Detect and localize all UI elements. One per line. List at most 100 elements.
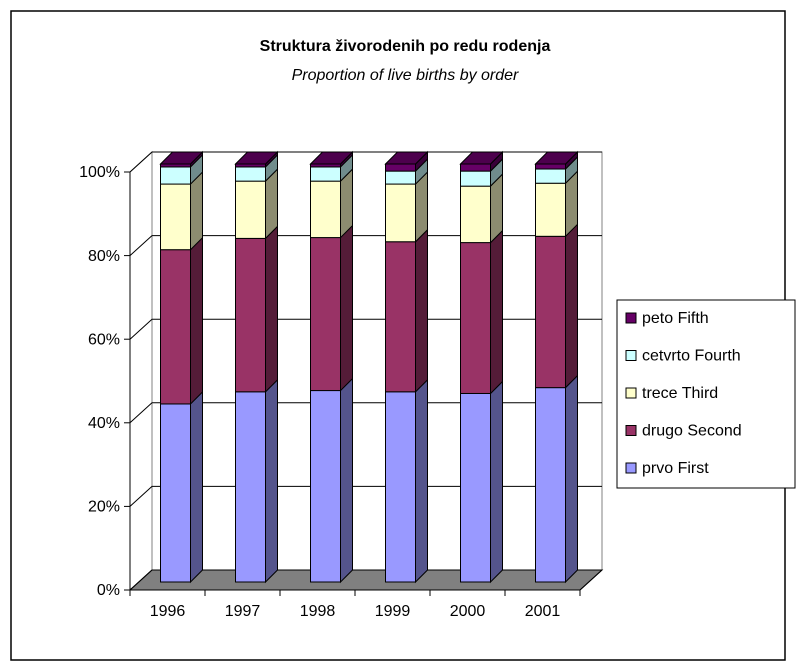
- bar-front: [160, 403, 191, 583]
- x-tick-label: 2000: [450, 603, 486, 620]
- bar-front: [460, 392, 491, 583]
- bar-segment: [234, 150, 279, 169]
- bar-segment: [160, 153, 203, 186]
- legend-swatch: [625, 462, 637, 474]
- bar-segment: [385, 228, 428, 394]
- x-tick-label: 2001: [525, 603, 561, 620]
- bar-side: [265, 378, 278, 584]
- bar-segment: [460, 380, 503, 584]
- bar-segment: [310, 153, 353, 183]
- bar-side: [490, 229, 503, 395]
- bar-top: [459, 151, 504, 165]
- x-tick-label: 1996: [150, 603, 186, 620]
- bar-top: [234, 151, 279, 165]
- chart-subtitle: Proportion of live births by order: [292, 67, 519, 84]
- bar-segment: [309, 150, 354, 169]
- bar-segment: [310, 167, 353, 239]
- bar-front: [460, 185, 491, 244]
- bar-front: [535, 235, 566, 389]
- grid-line: [129, 151, 602, 173]
- bar-segment: [385, 170, 428, 243]
- floor: [128, 569, 604, 591]
- bar-segment: [235, 225, 278, 394]
- legend-box: [616, 299, 796, 489]
- bar-segment: [235, 167, 278, 240]
- bar-segment: [385, 378, 428, 584]
- legend-label: peto Fifth: [642, 310, 709, 327]
- legend-swatch: [625, 387, 637, 399]
- bar-front: [535, 387, 566, 583]
- y-tick-label: 0%: [97, 582, 120, 599]
- bar-front: [460, 163, 491, 172]
- y-tick-label: 60%: [88, 331, 120, 348]
- bar-side: [415, 228, 428, 394]
- bar-segment: [160, 390, 203, 584]
- legend-label: prvo First: [642, 460, 709, 477]
- bar-front: [235, 391, 266, 583]
- bar-segment: [160, 170, 203, 251]
- bar-side: [565, 223, 578, 389]
- y-tick-label: 40%: [88, 415, 120, 432]
- bar-front: [235, 166, 266, 182]
- bar-segment: [459, 150, 504, 173]
- bar-side: [340, 224, 353, 392]
- legend-swatch: [625, 350, 637, 361]
- bar-front: [385, 391, 416, 583]
- bar-front: [310, 237, 341, 392]
- bar-front: [385, 241, 416, 393]
- legend-label: trece Third: [642, 385, 718, 402]
- legend-label: cetvrto Fourth: [642, 348, 741, 365]
- bar-front: [160, 249, 191, 405]
- bar-side: [565, 374, 578, 584]
- bar-segment: [160, 236, 203, 406]
- grid-line: [129, 402, 602, 424]
- bar-top: [159, 151, 204, 165]
- bar-front: [310, 180, 341, 239]
- bar-top: [309, 151, 354, 165]
- bar-segment: [384, 150, 429, 173]
- bar-segment: [534, 150, 579, 171]
- bar-front: [160, 166, 191, 185]
- bar-front: [535, 182, 566, 237]
- y-tick-label: 100%: [79, 164, 120, 181]
- bar-front: [385, 163, 416, 172]
- x-axis-depth: [579, 569, 603, 591]
- legend-swatch: [625, 425, 637, 436]
- legend-label: drugo Second: [642, 423, 742, 440]
- bar-segment: [159, 150, 204, 169]
- bar-segment: [460, 229, 503, 395]
- bar-front: [235, 237, 266, 393]
- bar-front: [460, 242, 491, 394]
- legend-swatch: [625, 312, 637, 324]
- grid-line: [129, 318, 602, 340]
- grid-line: [129, 235, 602, 256]
- bar-front: [160, 183, 191, 251]
- bar-front: [235, 180, 266, 239]
- bar-front: [385, 183, 416, 243]
- bar-front: [535, 163, 566, 170]
- bar-segment: [460, 172, 503, 244]
- bar-top: [534, 151, 579, 165]
- bar-side: [415, 378, 428, 584]
- back-wall: [151, 151, 603, 571]
- bar-side: [190, 390, 203, 584]
- bar-segment: [535, 223, 578, 389]
- bar-top: [384, 151, 429, 165]
- chart-title: Struktura živorodenih po redu rodenja: [260, 38, 551, 55]
- bar-segment: [535, 374, 578, 584]
- bar-segment: [310, 224, 353, 392]
- bar-front: [535, 168, 566, 184]
- bar-side: [340, 377, 353, 584]
- grid-line: [129, 485, 602, 507]
- bar-front: [460, 170, 491, 187]
- bar-side: [190, 236, 203, 406]
- y-tick-label: 80%: [88, 248, 120, 265]
- bar-front: [310, 166, 341, 182]
- bar-side: [190, 170, 203, 251]
- bar-segment: [235, 378, 278, 584]
- y-tick-label: 20%: [88, 499, 120, 516]
- x-tick-label: 1997: [225, 603, 261, 620]
- grid-line: [129, 569, 602, 591]
